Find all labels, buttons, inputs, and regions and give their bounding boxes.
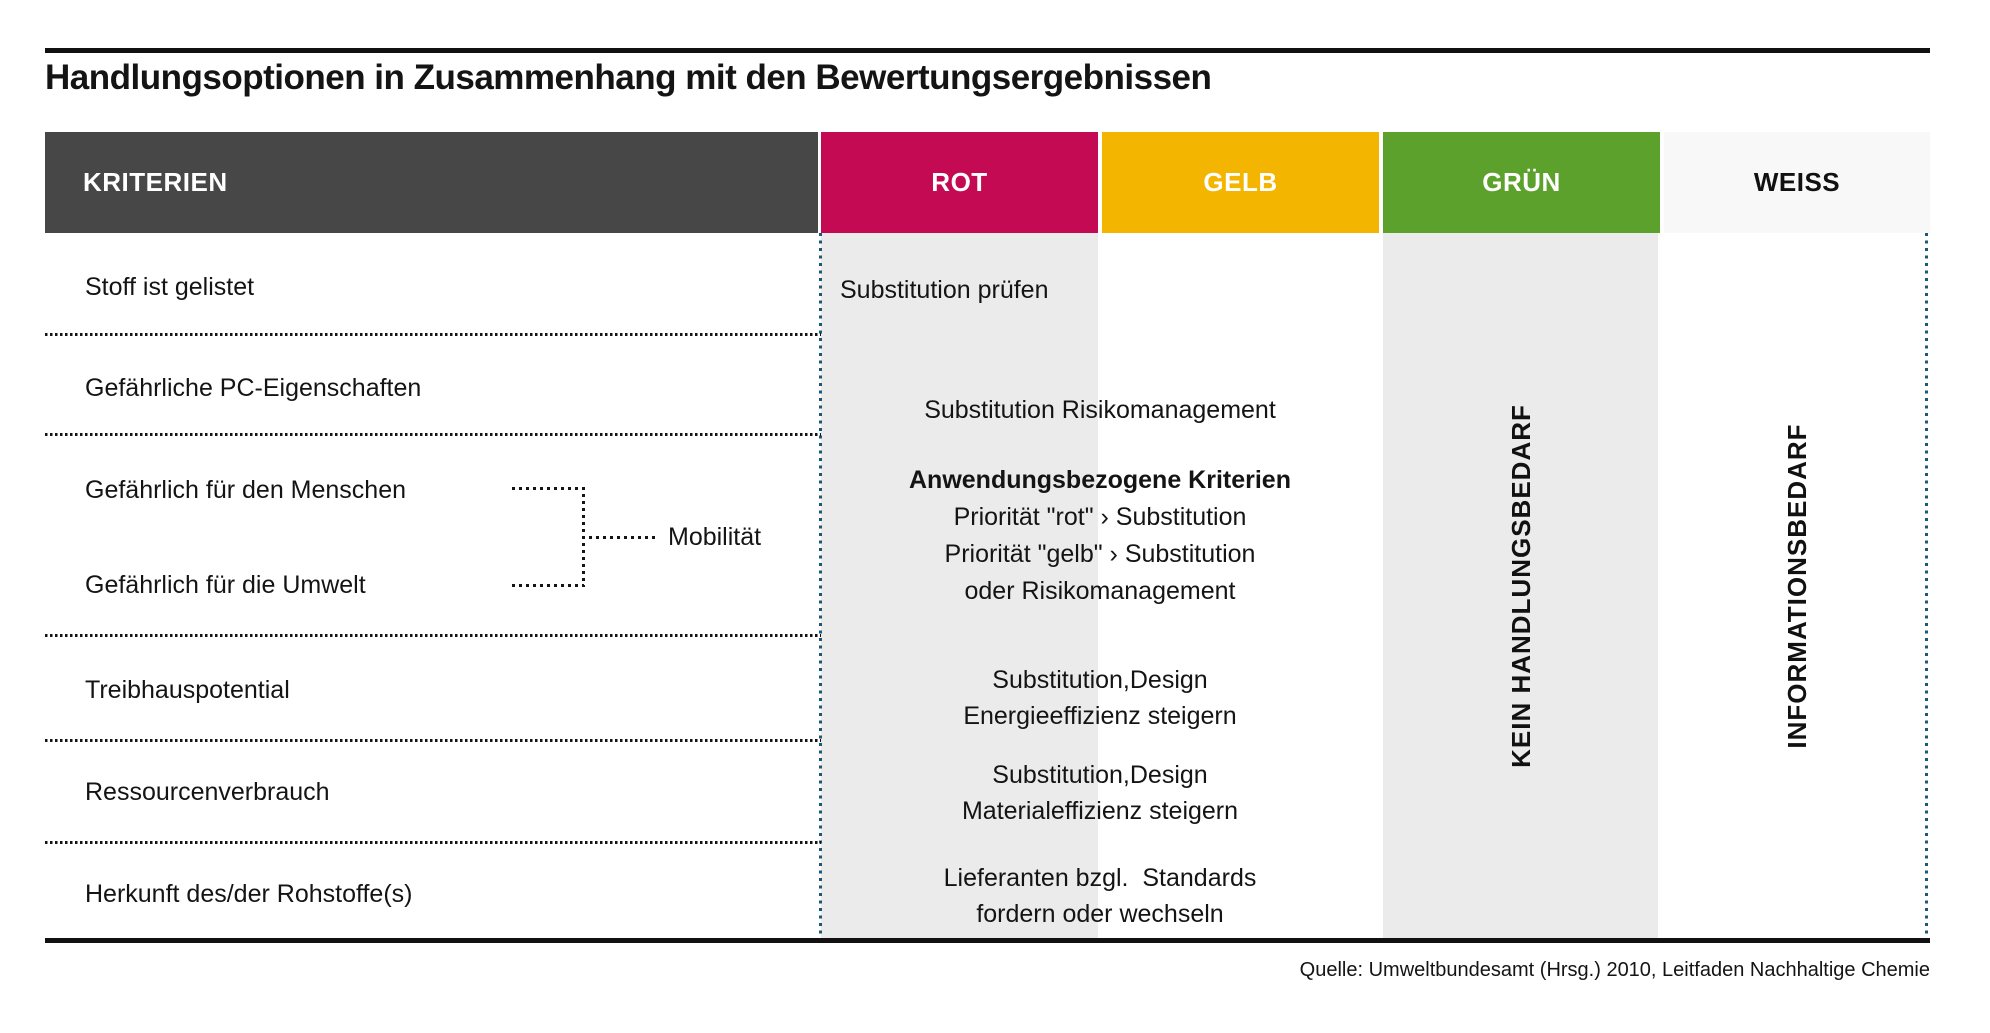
- row-separator: [45, 433, 821, 436]
- application-block-line1: Priorität "rot" › Substitution: [953, 503, 1247, 531]
- page-title: Handlungsoptionen in Zusammenhang mit de…: [45, 58, 1212, 97]
- header-gelb-label: GELB: [1203, 167, 1278, 197]
- source-citation: Quelle: Umweltbundesamt (Hrsg.) 2010, Le…: [1299, 959, 1930, 981]
- left-dotted-divider: [819, 233, 822, 938]
- action-substitution-risikomanagement: Substitution Risikomanagement: [924, 396, 1276, 424]
- resources-line2: Materialeffizienz steigern: [961, 797, 1239, 825]
- header-gruen-label: GRÜN: [1482, 167, 1561, 197]
- rot-column-body: [821, 233, 1098, 938]
- mobility-bracket-vertical: [582, 487, 585, 587]
- action-substitution-pruefen: Substitution prüfen: [840, 276, 1049, 304]
- header-kriterien-label: KRITERIEN: [83, 167, 228, 197]
- criterion-ressourcenverbrauch: Ressourcenverbrauch: [85, 778, 330, 806]
- action-lieferanten: Lieferanten bzgl. Standards fordern oder…: [821, 860, 1379, 932]
- row-separator: [45, 634, 821, 637]
- application-block-line2: Priorität "gelb" › Substitution: [944, 540, 1256, 568]
- action-energieeffizienz: Substitution,Design Energieeffizienz ste…: [821, 662, 1379, 734]
- header-weiss: WEISS: [1664, 132, 1930, 233]
- criterion-stoff-gelistet: Stoff ist gelistet: [85, 273, 255, 301]
- application-block-heading: Anwendungsbezogene Kriterien: [909, 466, 1291, 494]
- row-separator: [45, 841, 821, 844]
- resources-line1: Substitution,Design: [992, 761, 1208, 789]
- gruen-column-body: [1383, 233, 1658, 938]
- greenhouse-line2: Energieeffizienz steigern: [963, 702, 1237, 730]
- gruen-vertical-label: KEIN HANDLUNGSBEDARF: [1506, 404, 1536, 768]
- row-separator: [45, 739, 821, 742]
- header-rot-label: ROT: [931, 167, 988, 197]
- top-rule: [45, 48, 1930, 53]
- origin-line2: fordern oder wechseln: [976, 900, 1224, 928]
- right-dotted-divider: [1925, 233, 1928, 938]
- action-materialeffizienz: Substitution,Design Materialeffizienz st…: [821, 757, 1379, 829]
- origin-line1: Lieferanten bzgl. Standards: [943, 864, 1257, 892]
- row-separator: [45, 333, 821, 336]
- header-gelb: GELB: [1102, 132, 1379, 233]
- bottom-rule: [45, 938, 1930, 943]
- header-kriterien: KRITERIEN: [45, 132, 818, 233]
- mobility-label: Mobilität: [668, 523, 762, 551]
- criterion-treibhauspotential: Treibhauspotential: [85, 676, 290, 704]
- mobility-bracket-arm: [589, 536, 659, 539]
- application-block-line3: oder Risikomanagement: [964, 577, 1236, 605]
- criterion-gefaehrlich-umwelt: Gefährlich für die Umwelt: [85, 571, 366, 599]
- mobility-bracket-top: [512, 487, 584, 490]
- criterion-herkunft-rohstoffe: Herkunft des/der Rohstoffe(s): [85, 880, 413, 908]
- weiss-vertical-label: INFORMATIONSBEDARF: [1782, 423, 1812, 749]
- mobility-bracket-bottom: [512, 584, 584, 587]
- greenhouse-line1: Substitution,Design: [992, 666, 1208, 694]
- criterion-gefaehrlich-mensch: Gefährlich für den Menschen: [85, 476, 407, 504]
- action-anwendungsbezogene-kriterien: Anwendungsbezogene Kriterien Priorität "…: [821, 462, 1379, 610]
- header-weiss-label: WEISS: [1753, 167, 1841, 197]
- header-rot: ROT: [821, 132, 1098, 233]
- criterion-pc-eigenschaften: Gefährliche PC-Eigenschaften: [85, 374, 422, 402]
- header-gruen: GRÜN: [1383, 132, 1660, 233]
